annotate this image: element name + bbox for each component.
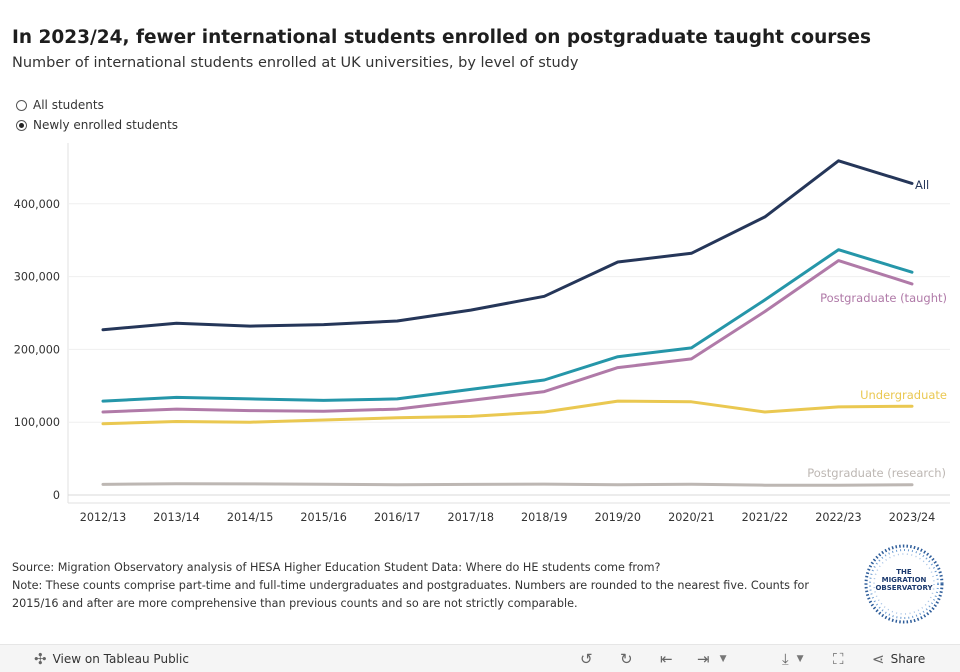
series-label-2: Postgraduate (taught) (820, 291, 947, 305)
source-note: Source: Migration Observatory analysis o… (12, 561, 661, 574)
logo-text: THE MIGRATION OBSERVATORY (875, 568, 933, 592)
y-tick-label: 0 (53, 489, 60, 502)
series-labels: All Postgraduate (taught) Undergraduate Pos… (807, 178, 947, 480)
series-lines (101, 159, 914, 487)
radio-circle-all-icon[interactable] (16, 99, 27, 111)
chevron-down-icon: ▼ (796, 654, 804, 664)
x-tick-label: 2021/22 (742, 511, 788, 524)
series-line-4 (101, 482, 914, 487)
y-tick-label: 400,000 (14, 198, 60, 211)
radio-newly-label: Newly enrolled students (33, 118, 179, 132)
series-label-4: Postgraduate (research) (807, 466, 946, 480)
redo-button[interactable]: ↻ (620, 650, 633, 668)
note-line-2: 2015/16 and after are more comprehensive… (12, 597, 578, 610)
x-tick-label: 2013/14 (153, 511, 199, 524)
fullscreen-icon: ⛶ (833, 650, 844, 668)
note-line-1: Note: These counts comprise part-time an… (12, 579, 809, 592)
share-button[interactable]: ⋖ Share (872, 650, 925, 668)
series-line-0 (101, 159, 914, 332)
y-tick-label: 200,000 (14, 343, 60, 356)
series-line-3 (101, 399, 914, 426)
series-line-1 (101, 248, 914, 403)
x-tick-label: 2019/20 (595, 511, 641, 524)
radio-circle-newly-icon[interactable] (16, 119, 27, 131)
tableau-icon: ✣ (34, 650, 47, 668)
series-label-3: Undergraduate (860, 388, 947, 402)
undo-icon: ↺ (580, 650, 593, 668)
series-line-2 (101, 259, 914, 414)
redo-icon: ↻ (620, 650, 633, 668)
view-on-tableau-label: View on Tableau Public (52, 652, 189, 666)
x-tick-label: 2020/21 (668, 511, 714, 524)
share-icon: ⋖ (872, 650, 885, 668)
x-tick-label: 2023/24 (889, 511, 935, 524)
y-tick-label: 100,000 (14, 416, 60, 429)
view-on-tableau-link[interactable]: ✣ View on Tableau Public (34, 650, 189, 668)
revert-icon: ⇤ (660, 650, 673, 668)
undo-button[interactable]: ↺ (580, 650, 593, 668)
revert-icon: ⇥ (697, 650, 710, 668)
radio-newly-enrolled[interactable]: Newly enrolled students (16, 118, 178, 132)
x-tick-label: 2017/18 (447, 511, 493, 524)
chevron-down-icon: ▼ (719, 654, 727, 664)
x-tick-label: 2022/23 (815, 511, 861, 524)
x-tick-label: 2016/17 (374, 511, 420, 524)
y-tick-label: 300,000 (14, 271, 60, 284)
x-tick-label: 2014/15 (227, 511, 273, 524)
pause-button[interactable]: ⇥ ▼ (697, 650, 727, 668)
fullscreen-button[interactable]: ⛶ (833, 650, 844, 668)
radio-all-students[interactable]: All students (16, 98, 104, 112)
chart-title: In 2023/24, fewer international students… (12, 27, 871, 48)
tableau-toolbar: ✣ View on Tableau Public ↺ ↻ ⇤ ⇥ ▼ ⤓ ▼ ⛶ ⋖… (0, 644, 960, 672)
chart-subtitle: Number of international students enrolle… (12, 55, 579, 71)
x-axis: 2012/13 2013/14 2014/15 2015/16 2016/17 2017/… (80, 511, 935, 524)
share-label: Share (890, 652, 926, 666)
y-axis: 0 100,000 200,000 300,000 400,000 (14, 198, 60, 502)
x-tick-label: 2018/19 (521, 511, 567, 524)
series-label-0: All (915, 178, 929, 192)
revert-button[interactable]: ⇤ (660, 650, 673, 668)
x-tick-label: 2015/16 (300, 511, 346, 524)
download-icon: ⤓ (782, 650, 789, 668)
radio-all-label: All students (33, 98, 104, 112)
x-tick-label: 2012/13 (80, 511, 126, 524)
download-button[interactable]: ⤓ ▼ (782, 650, 804, 668)
migration-observatory-logo-icon (864, 544, 944, 624)
